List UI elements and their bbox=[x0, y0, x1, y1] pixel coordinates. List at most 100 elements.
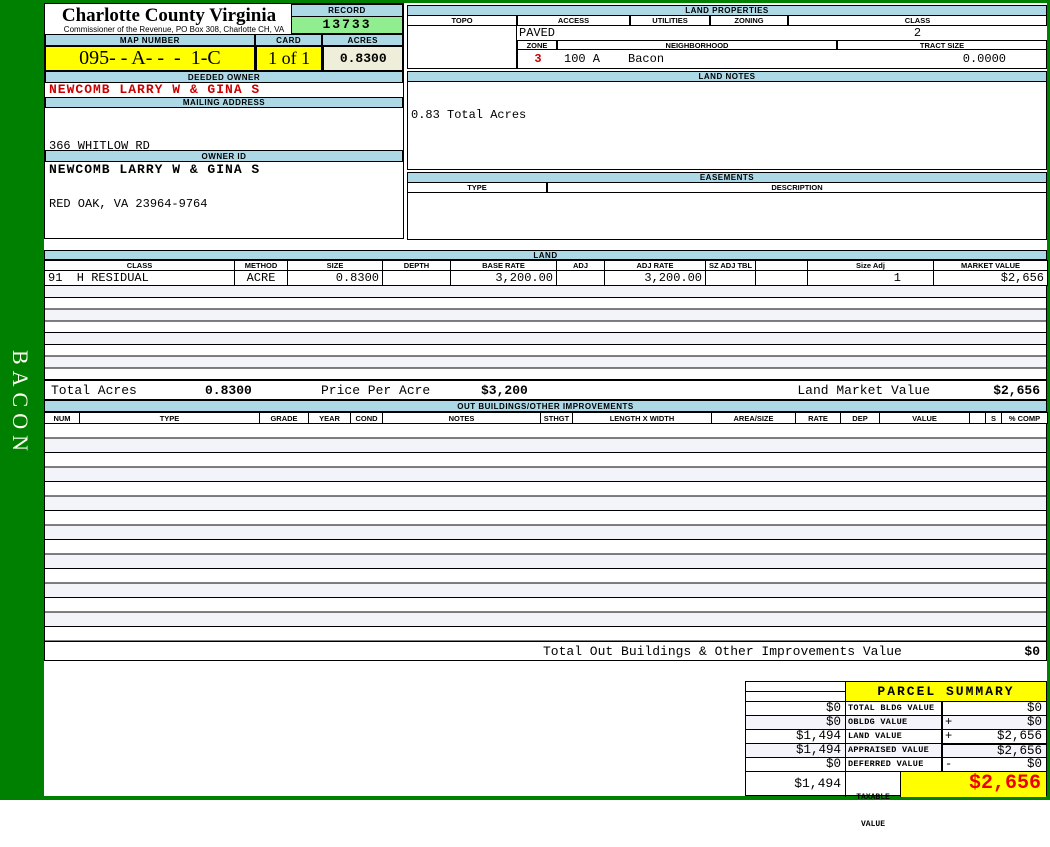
land-notes-text: 0.83 Total Acres bbox=[407, 82, 1047, 170]
total-acres-value: 0.8300 bbox=[205, 382, 252, 398]
prior-taxable-value: $1,494 bbox=[746, 772, 846, 797]
land-market-value: $2,656 bbox=[933, 270, 1048, 286]
ob-grade-header: GRADE bbox=[259, 412, 309, 424]
zone-value: 3 bbox=[534, 52, 542, 66]
address-line-1: 366 WHITLOW RD bbox=[49, 139, 150, 153]
topo-value-cell bbox=[407, 26, 517, 69]
card-value: 1 of 1 bbox=[254, 46, 323, 71]
ob-sthgt-header: STHGT bbox=[540, 412, 573, 424]
prior-total-bldg-value: $0 bbox=[746, 702, 846, 715]
taxable-label-line1: TAXABLE bbox=[856, 793, 890, 802]
access-value: PAVED bbox=[519, 26, 556, 40]
record-block: RECORD 13733 bbox=[291, 4, 403, 34]
easement-description-header: DESCRIPTION bbox=[547, 183, 1047, 193]
land-properties-panel: LAND PROPERTIES TOPO ACCESS UTILITIES ZO… bbox=[407, 5, 1047, 69]
tract-size-value: 0.0000 bbox=[962, 52, 1006, 66]
land-market-value-label: Land Market Value bbox=[797, 382, 930, 398]
zone-table-headers: ZONE NEIGHBORHOOD TRACT SIZE bbox=[517, 40, 1047, 50]
out-buildings-table: NUM TYPE GRADE YEAR COND NOTES STHGT LEN… bbox=[44, 412, 1048, 424]
land-sz-adj-tbl-header: SZ ADJ TBL bbox=[705, 260, 756, 271]
prior-appraised-value: $1,494 bbox=[746, 744, 846, 757]
card-content: Charlotte County Virginia Commissioner o… bbox=[44, 3, 1048, 829]
zoning-header: ZONING bbox=[710, 16, 788, 26]
land-spare-value bbox=[755, 270, 808, 286]
parcel-id-values: 095- - A- - - 1-C 1 of 1 0.8300 bbox=[45, 46, 403, 71]
summary-row-taxable: $1,494 TAXABLE VALUE $2,656 bbox=[746, 772, 1046, 829]
parcel-id-labels: MAP NUMBER CARD ACRES bbox=[45, 34, 403, 46]
prior-deferred-value: $0 bbox=[746, 758, 846, 771]
ob-value-header: VALUE bbox=[879, 412, 970, 424]
mailing-address-label: MAILING ADDRESS bbox=[45, 97, 403, 108]
parcel-summary-title: PARCEL SUMMARY bbox=[846, 682, 1046, 701]
land-notes-title: LAND NOTES bbox=[407, 71, 1047, 82]
deferred-value-label: DEFERRED VALUE bbox=[848, 759, 924, 769]
summary-row-deferred: $0 DEFERRED VALUE - $0 bbox=[746, 758, 1046, 772]
taxable-value: $2,656 bbox=[901, 772, 1046, 797]
parcel-summary-panel: PARCEL SUMMARY $0 TOTAL BLDG VALUE $0 $0… bbox=[745, 681, 1047, 829]
land-table-empty-rows bbox=[44, 286, 1047, 380]
out-buildings-title: OUT BUILDINGS/OTHER IMPROVEMENTS bbox=[44, 400, 1047, 412]
card-label: CARD bbox=[254, 34, 323, 46]
county-title: Charlotte County Virginia bbox=[61, 5, 277, 26]
zone-table-values: 3 100 A Bacon 0.0000 bbox=[517, 50, 1047, 69]
land-method-value: ACRE bbox=[234, 270, 288, 286]
obldg-value: $0 bbox=[1026, 715, 1042, 729]
easements-panel: EASEMENTS TYPE DESCRIPTION bbox=[407, 172, 1047, 240]
neighborhood-name: Bacon bbox=[628, 52, 665, 66]
appraised-value-label: APPRAISED VALUE bbox=[848, 745, 930, 755]
ob-num-header: NUM bbox=[44, 412, 80, 424]
total-bldg-value: $0 bbox=[1026, 701, 1042, 715]
acres-label: ACRES bbox=[322, 34, 403, 46]
land-adj-rate-header: ADJ RATE bbox=[604, 260, 706, 271]
out-buildings-empty-rows bbox=[44, 424, 1047, 641]
land-notes-panel: LAND NOTES 0.83 Total Acres bbox=[407, 71, 1047, 170]
prior-obldg-value: $0 bbox=[746, 716, 846, 729]
land-totals-row: Total Acres 0.8300 Price Per Acre $3,200… bbox=[44, 380, 1047, 400]
easements-title: EASEMENTS bbox=[407, 172, 1047, 183]
land-section: LAND CLASS METHOD SIZE DEPTH BASE RATE A… bbox=[44, 250, 1048, 400]
record-label: RECORD bbox=[291, 4, 403, 17]
parcel-summary-header: PARCEL SUMMARY bbox=[746, 682, 1046, 702]
summary-row-appraised: $1,494 APPRAISED VALUE $2,656 bbox=[746, 744, 1046, 758]
deferred-value: $0 bbox=[1026, 757, 1042, 771]
ob-length-width-header: LENGTH X WIDTH bbox=[572, 412, 712, 424]
ob-pct-comp-header: % COMP bbox=[1001, 412, 1048, 424]
out-buildings-header-row: NUM TYPE GRADE YEAR COND NOTES STHGT LEN… bbox=[44, 412, 1048, 424]
land-section-title: LAND bbox=[44, 250, 1047, 260]
owner-id-value: NEWCOMB LARRY W & GINA S bbox=[49, 162, 261, 177]
land-properties-headers: TOPO ACCESS UTILITIES ZONING CLASS bbox=[407, 16, 1047, 26]
county-subtitle: Commissioner of the Revenue, PO Box 308,… bbox=[63, 25, 285, 34]
land-table: CLASS METHOD SIZE DEPTH BASE RATE ADJ AD… bbox=[44, 260, 1048, 286]
summary-row-land: $1,494 LAND VALUE + $2,656 bbox=[746, 730, 1046, 744]
mailing-address: 366 WHITLOW RD RED OAK, VA 23964-9764 bbox=[45, 108, 403, 211]
land-adj-rate-value: 3,200.00 bbox=[604, 270, 706, 286]
land-properties-body: PAVED 2 ZONE NEIGHBORHOOD TRACT SIZE 3 1… bbox=[407, 26, 1047, 69]
easement-type-header: TYPE bbox=[407, 183, 547, 193]
land-value: $2,656 bbox=[996, 729, 1042, 743]
taxable-value-label: TAXABLE VALUE bbox=[846, 772, 901, 829]
land-market-value-header: MARKET VALUE bbox=[933, 260, 1048, 271]
out-buildings-section: OUT BUILDINGS/OTHER IMPROVEMENTS NUM TYP… bbox=[44, 400, 1048, 661]
land-method-header: METHOD bbox=[234, 260, 288, 271]
ob-area-size-header: AREA/SIZE bbox=[711, 412, 796, 424]
obldg-value-op: + bbox=[941, 716, 956, 729]
land-sz-adj-tbl-value bbox=[705, 270, 756, 286]
appraised-value: $2,656 bbox=[956, 744, 1046, 758]
neighborhood-value: 100 A Bacon bbox=[558, 50, 838, 68]
zone-header: ZONE bbox=[517, 40, 557, 50]
land-adj-value bbox=[556, 270, 605, 286]
land-base-rate-header: BASE RATE bbox=[450, 260, 557, 271]
total-bldg-value-op bbox=[941, 702, 956, 715]
total-acres-label: Total Acres bbox=[51, 382, 137, 398]
easements-headers: TYPE DESCRIPTION bbox=[407, 183, 1047, 193]
owner-id-label: OWNER ID bbox=[45, 150, 403, 162]
taxable-label-line2: VALUE bbox=[860, 820, 885, 829]
land-spare-header bbox=[755, 260, 808, 271]
map-number-value: 095- - A- - - 1-C bbox=[45, 46, 255, 71]
zone-table: ZONE NEIGHBORHOOD TRACT SIZE 3 100 A Baco… bbox=[517, 40, 1047, 69]
neighborhood-sidebar-label: BACON bbox=[8, 350, 33, 458]
utilities-header: UTILITIES bbox=[630, 16, 710, 26]
ob-dep-header: DEP bbox=[840, 412, 880, 424]
price-per-acre-label: Price Per Acre bbox=[321, 382, 431, 398]
land-size-value: 0.8300 bbox=[287, 270, 383, 286]
